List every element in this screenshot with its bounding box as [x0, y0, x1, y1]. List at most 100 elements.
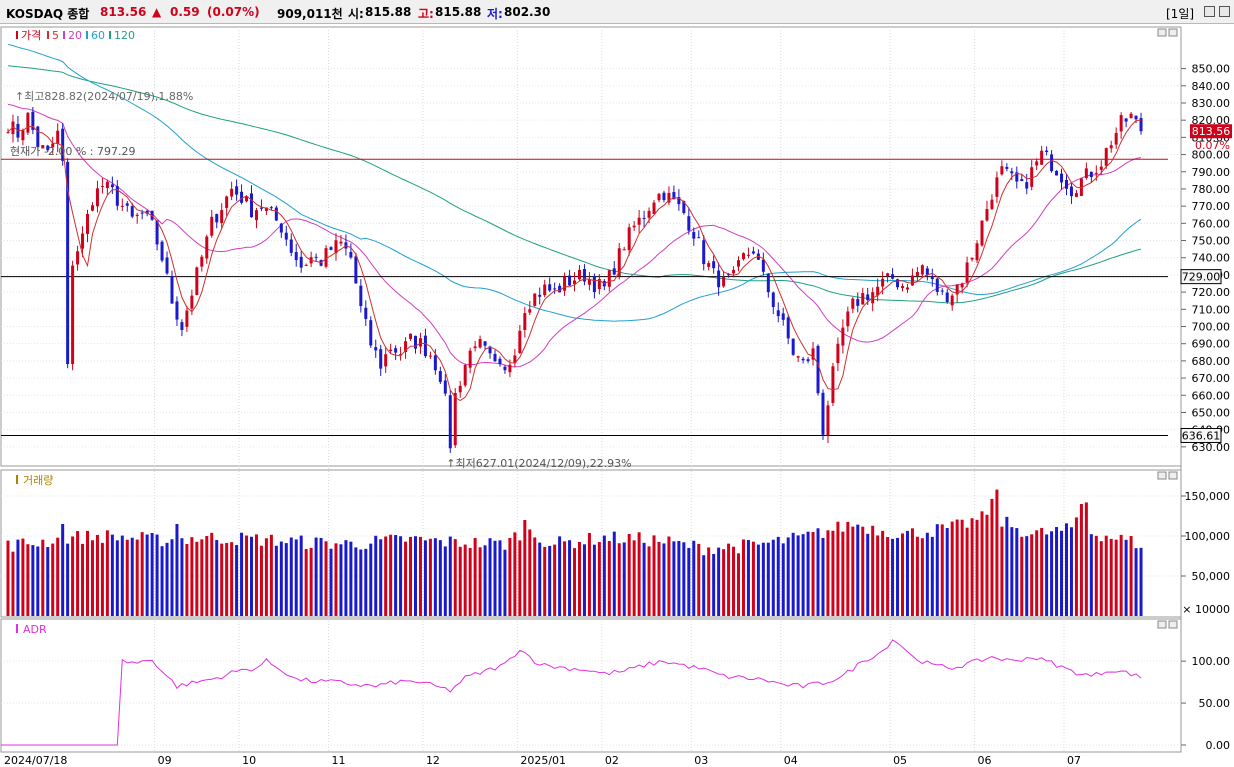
volume-bar: [737, 553, 741, 616]
volume-bar: [741, 539, 745, 616]
price-tick-label: 650.00: [1192, 406, 1231, 419]
volume-tick-label: 100,000: [1185, 530, 1231, 543]
volume-bar: [1030, 534, 1034, 616]
price-minimize-icon[interactable]: [1157, 28, 1167, 37]
volume-bar: [289, 537, 293, 616]
candle-body: [1139, 118, 1143, 132]
volume-bar: [1114, 539, 1118, 616]
candle-body: [722, 276, 726, 287]
volume-bar: [413, 536, 417, 616]
candle-body: [513, 355, 517, 363]
volume-bar: [374, 535, 378, 616]
volume-bar: [632, 540, 636, 616]
current-price-label: 813.56: [1192, 125, 1231, 138]
change-percent: (0.07%): [207, 5, 260, 19]
price-tick-label: 630.00: [1192, 441, 1231, 454]
candle-body: [81, 233, 85, 249]
volume-bar: [622, 542, 626, 616]
volume-bar: [528, 529, 532, 616]
volume-bar: [100, 542, 104, 616]
volume-bar: [230, 542, 234, 616]
volume-bar: [493, 540, 497, 616]
volume-bar: [523, 520, 527, 616]
candle-body: [284, 232, 288, 240]
candle-body: [1020, 179, 1024, 182]
adr-line: [1, 639, 1142, 746]
candle-body: [682, 201, 686, 214]
candle-body: [230, 188, 234, 197]
volume-bar: [1060, 530, 1064, 616]
candle-body: [1099, 166, 1103, 170]
x-tick-label: 05: [893, 754, 907, 767]
price-tick-label: 780.00: [1192, 183, 1231, 196]
legend-label-1: 5: [52, 29, 59, 42]
period-button[interactable]: [1일]: [1166, 7, 1195, 21]
volume-bar: [453, 539, 457, 616]
candle-body: [100, 186, 104, 188]
volume-bar: [945, 528, 949, 616]
volume-bar: [687, 547, 691, 616]
candle-body: [1005, 166, 1009, 169]
candle-body: [980, 220, 984, 246]
volume-bar: [732, 546, 736, 616]
volume-close-icon[interactable]: [1168, 471, 1178, 480]
candle-body: [592, 276, 596, 293]
index-name[interactable]: KOSDAQ 종합: [6, 7, 90, 21]
candle-body: [394, 348, 398, 353]
candle-body: [51, 143, 55, 148]
volume-bar: [269, 534, 273, 616]
restore-window-icon[interactable]: [1204, 6, 1215, 17]
candle-body: [1050, 154, 1054, 172]
candle-body: [811, 348, 815, 360]
candle-body: [423, 335, 427, 357]
volume-bar: [31, 545, 35, 616]
candle-body: [413, 335, 417, 349]
volume-bar: [856, 524, 860, 616]
volume-minimize-icon[interactable]: [1157, 471, 1167, 480]
chart-canvas[interactable]: 630.00640.00650.00660.00670.00680.00690.…: [0, 24, 1234, 767]
volume-bar: [250, 536, 254, 616]
volume-bar: [6, 540, 10, 616]
candle-body: [766, 273, 770, 293]
candle-body: [1045, 150, 1049, 153]
volume-bar: [657, 541, 661, 616]
x-tick-label: 04: [784, 754, 798, 767]
candle-body: [1000, 166, 1004, 175]
volume-bar: [66, 543, 70, 616]
open-label: 시:: [348, 7, 364, 21]
candle-body: [220, 210, 224, 223]
candle-body: [886, 273, 890, 276]
volume-bar: [369, 543, 373, 616]
volume-bar: [160, 546, 164, 616]
adr-close-icon[interactable]: [1168, 620, 1178, 629]
candle-body: [1025, 182, 1029, 189]
candle-body: [46, 145, 50, 151]
volume-bar: [155, 534, 159, 616]
price-tick-label: 720.00: [1192, 286, 1231, 299]
candle-body: [548, 284, 552, 291]
candle-body: [587, 279, 591, 285]
adr-minimize-icon[interactable]: [1157, 620, 1167, 629]
volume-bar: [344, 540, 348, 616]
volume-bar: [36, 546, 40, 616]
volume-bar: [627, 533, 631, 616]
volume-bar: [399, 536, 403, 616]
x-tick-label: 09: [158, 754, 172, 767]
volume-bar: [1119, 534, 1123, 616]
candle-body: [71, 265, 75, 365]
volume-bar: [468, 548, 472, 616]
volume-bar: [259, 545, 263, 616]
volume-bar: [409, 536, 413, 616]
volume-bar: [205, 535, 209, 616]
candle-body: [195, 267, 199, 295]
volume-bar: [264, 538, 268, 616]
volume-bar: [448, 536, 452, 616]
volume-bar: [851, 526, 855, 616]
volume-bar: [1045, 534, 1049, 616]
close-window-icon[interactable]: [1219, 6, 1230, 17]
candle-body: [1064, 179, 1068, 189]
price-close-icon[interactable]: [1168, 28, 1178, 37]
volume-bar: [553, 544, 557, 616]
volume-bar: [1055, 527, 1059, 616]
candle-body: [806, 359, 810, 362]
